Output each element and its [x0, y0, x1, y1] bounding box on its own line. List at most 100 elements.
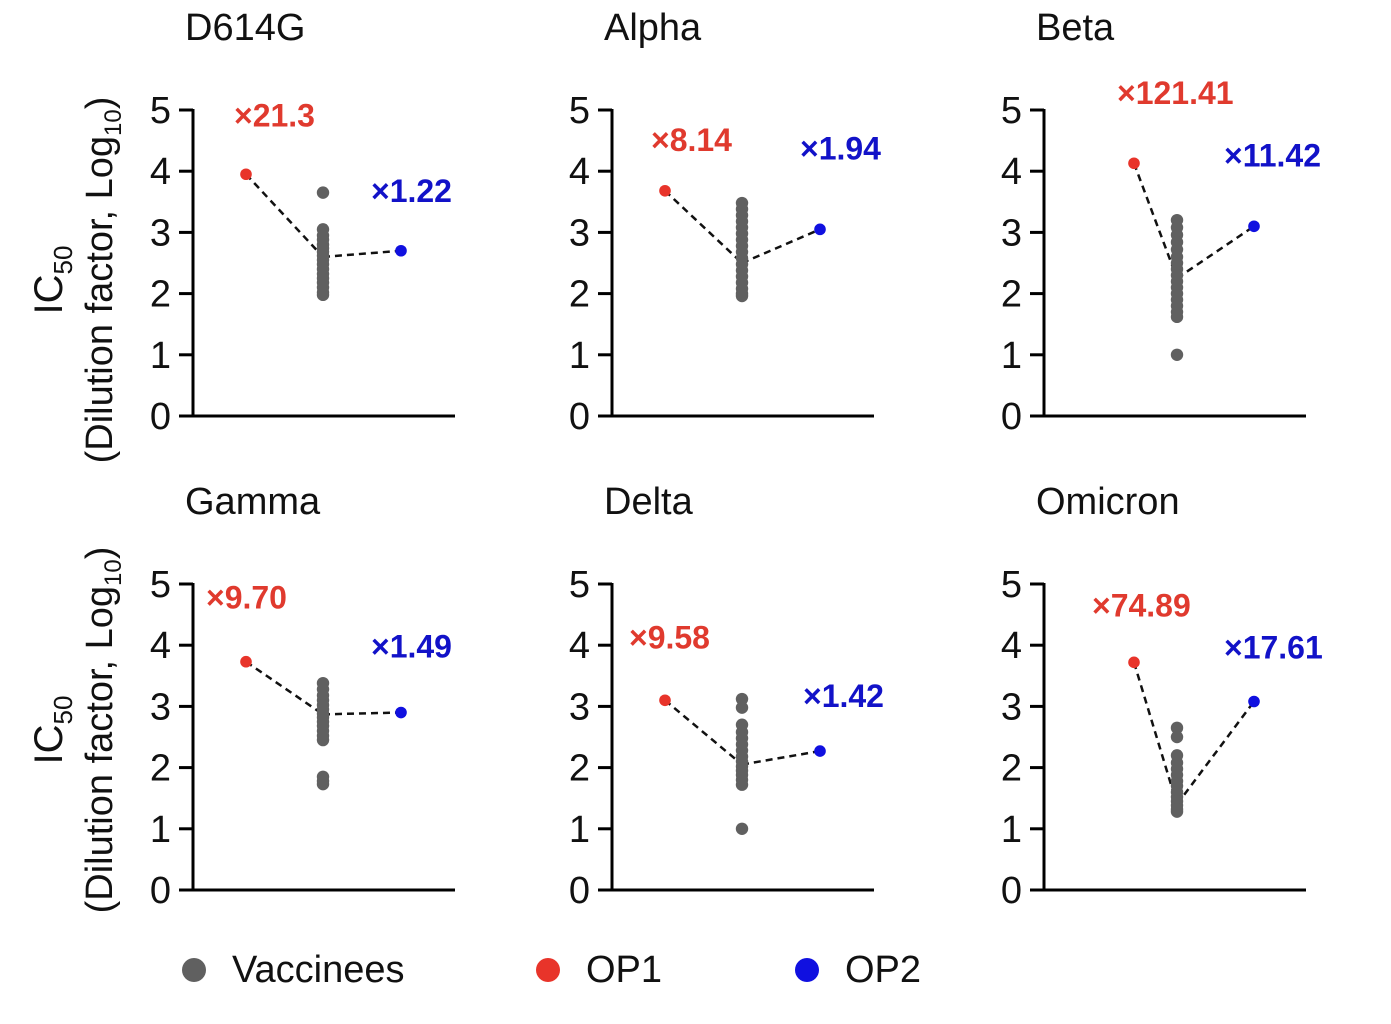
vaccinee-point — [1170, 310, 1184, 324]
y-axis-title-main: IC50 — [27, 696, 78, 765]
op1-connector-line — [1132, 661, 1179, 805]
legend-item-op1: OP1 — [536, 938, 662, 1002]
op2-fold-label: ×11.42 — [1224, 137, 1321, 173]
op1-fold-label: ×9.70 — [206, 580, 287, 616]
y-tick-label: 1 — [1001, 335, 1022, 377]
vaccinee-point — [316, 777, 330, 791]
op2-connector-line — [322, 249, 402, 259]
op2-connector-line — [1175, 700, 1256, 806]
y-tick-label: 0 — [569, 396, 590, 438]
y-tick-label: 4 — [150, 151, 171, 193]
legend: Vaccinees OP1 OP2 — [0, 938, 1391, 1002]
y-tick-label: 4 — [150, 625, 171, 667]
vaccinee-point — [735, 692, 749, 706]
y-tick-label: 2 — [1001, 274, 1022, 316]
legend-item-op2: OP2 — [795, 938, 921, 1002]
y-tick-label: 1 — [569, 335, 590, 377]
y-tick-label: 3 — [150, 686, 171, 728]
chart-panel-omicron: Omicron 0 1 2 3 4 5 ×74.89 ×17.61 — [1001, 481, 1323, 912]
y-tick-label: 0 — [150, 396, 171, 438]
y-axis-title-sub: (Dilution factor, Log10) — [79, 547, 127, 914]
legend-label-op1: OP1 — [586, 948, 663, 991]
chart-panel-alpha: Alpha 0 1 2 3 4 5 ×8.14 ×1.94 — [569, 7, 881, 438]
op2-point — [395, 706, 407, 719]
legend-label-vaccinees: Vaccinees — [232, 948, 405, 991]
y-tick-label: 0 — [150, 870, 171, 912]
op2-point — [814, 745, 826, 757]
op2-point — [814, 223, 826, 236]
panel-title: Beta — [1036, 7, 1115, 49]
y-tick-label: 3 — [150, 212, 171, 254]
op1-point — [240, 655, 252, 668]
chart-panel-beta: Beta 0 1 2 3 4 5 ×121.41 ×11.42 — [1001, 7, 1321, 438]
op2-point — [1248, 220, 1260, 233]
op2-fold-label: ×17.61 — [1224, 630, 1323, 666]
op2-connector-line — [741, 749, 821, 766]
y-tick-label: 4 — [569, 151, 590, 193]
op2-fold-label: ×1.42 — [803, 678, 884, 714]
y-tick-label: 3 — [1001, 212, 1022, 254]
vaccinee-point — [316, 733, 330, 747]
y-tick-label: 2 — [150, 748, 171, 790]
y-axis-title-main: IC50 — [27, 246, 78, 315]
op1-point — [659, 694, 671, 707]
y-tick-label: 5 — [1001, 90, 1022, 132]
chart-panel-d614g: D614G 0 1 2 3 4 5 ×21.3 ×1.22 — [150, 7, 455, 438]
y-tick-label: 3 — [569, 686, 590, 728]
y-tick-label: 1 — [1001, 809, 1022, 851]
y-axis-title-sub: (Dilution factor, Log10) — [79, 97, 127, 464]
panel-title: Delta — [604, 481, 694, 523]
y-tick-label: 1 — [150, 335, 171, 377]
vaccinee-point — [1170, 348, 1184, 361]
chart-panel-gamma: Gamma 0 1 2 3 4 5 ×9.70 ×1.49 — [150, 481, 455, 912]
legend-label-op2: OP2 — [845, 948, 922, 991]
vaccinee-point — [1170, 730, 1184, 744]
vaccinee-point — [316, 288, 330, 302]
op1-point — [1128, 157, 1140, 170]
y-tick-label: 4 — [1001, 625, 1022, 667]
vaccinee-point — [316, 186, 330, 199]
op1-connector-line — [1132, 162, 1179, 279]
op1-fold-label: ×9.58 — [629, 619, 710, 655]
y-tick-label: 5 — [569, 564, 590, 606]
op1-fold-label: ×74.89 — [1092, 587, 1191, 623]
y-tick-label: 4 — [1001, 151, 1022, 193]
vaccinee-point — [735, 822, 749, 835]
y-tick-label: 3 — [1001, 686, 1022, 728]
vaccinee-point — [735, 778, 749, 791]
y-tick-label: 4 — [569, 625, 590, 667]
chart-panel-delta: Delta 0 1 2 3 4 5 ×9.58 ×1.42 — [569, 481, 884, 912]
panel-title: Alpha — [604, 7, 702, 49]
op2-fold-label: ×1.22 — [371, 173, 452, 209]
op1-point — [1128, 656, 1140, 669]
op1-fold-label: ×8.14 — [651, 122, 732, 158]
y-tick-label: 5 — [1001, 564, 1022, 606]
y-tick-label: 5 — [569, 90, 590, 132]
op1-marker-icon — [536, 958, 560, 982]
op2-connector-line — [322, 711, 402, 716]
vaccinee-point — [735, 289, 749, 303]
y-tick-label: 2 — [1001, 748, 1022, 790]
vaccinees-marker-icon — [182, 958, 206, 982]
op2-point — [1248, 695, 1260, 708]
op1-connector-line — [245, 173, 324, 258]
y-tick-label: 5 — [150, 564, 171, 606]
y-axis-title-row-1: IC50 (Dilution factor, Log10) — [27, 97, 127, 464]
panel-title: Omicron — [1036, 481, 1180, 523]
panel-title: D614G — [185, 7, 305, 49]
op1-point — [659, 184, 671, 197]
y-tick-label: 0 — [1001, 870, 1022, 912]
y-tick-label: 2 — [150, 274, 171, 316]
y-tick-label: 2 — [569, 748, 590, 790]
op2-connector-line — [741, 228, 821, 265]
y-tick-label: 0 — [1001, 396, 1022, 438]
op2-marker-icon — [795, 958, 819, 982]
y-tick-label: 1 — [569, 809, 590, 851]
op1-connector-line — [664, 699, 743, 766]
vaccinee-point — [1170, 805, 1184, 818]
op2-fold-label: ×1.94 — [800, 130, 881, 166]
op1-fold-label: ×121.41 — [1117, 75, 1234, 111]
op1-connector-line — [664, 189, 743, 264]
y-tick-label: 1 — [150, 809, 171, 851]
op1-fold-label: ×21.3 — [234, 97, 315, 133]
